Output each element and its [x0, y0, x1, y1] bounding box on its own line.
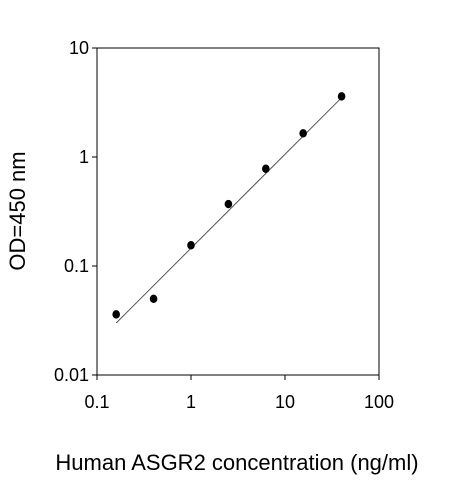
y-tick-label: 10 — [69, 38, 89, 58]
data-point — [299, 129, 307, 138]
data-point — [224, 199, 233, 209]
y-tick-label: 0.01 — [54, 365, 89, 385]
fit-line — [115, 97, 342, 324]
x-tick-label: 1 — [186, 392, 196, 412]
data-point — [187, 241, 195, 250]
y-axis-ticks: 0.01 0.1 1 10 — [54, 38, 97, 385]
x-tick-label: 0.1 — [84, 392, 109, 412]
data-point — [112, 310, 120, 319]
y-tick-label: 1 — [79, 147, 89, 167]
x-axis-ticks: 0.1 1 10 100 — [84, 375, 394, 412]
x-tick-label: 10 — [275, 392, 295, 412]
data-point — [149, 294, 158, 304]
data-point — [337, 92, 346, 101]
data-points — [112, 92, 346, 319]
y-tick-label: 0.1 — [64, 256, 89, 276]
x-axis-title: Human ASGR2 concentration (ng/ml) — [55, 450, 418, 475]
plot-frame — [96, 47, 380, 376]
y-axis-title: OD=450 nm — [5, 151, 30, 270]
x-tick-label: 100 — [364, 392, 394, 412]
data-point — [262, 164, 270, 173]
